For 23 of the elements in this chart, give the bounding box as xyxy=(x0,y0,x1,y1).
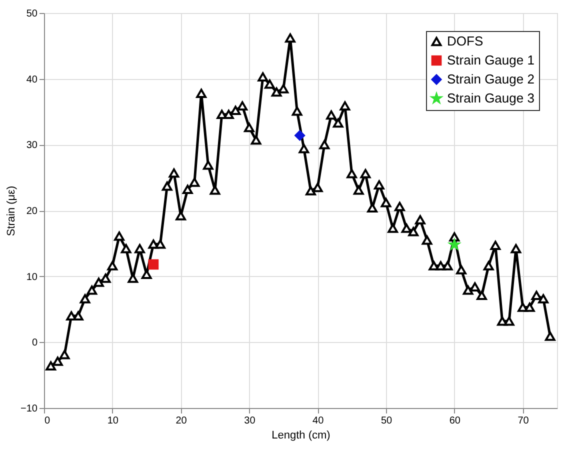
y-tick-label: 10 xyxy=(26,272,38,283)
y-axis-title: Strain (με) xyxy=(6,186,18,236)
y-tick-label: 50 xyxy=(26,8,38,20)
x-tick-label: 30 xyxy=(244,416,256,426)
y-tick-label: 40 xyxy=(26,74,38,86)
x-tick-label: 40 xyxy=(312,416,324,426)
y-tick-label: 30 xyxy=(26,140,38,152)
y-tick-label: 0 xyxy=(32,338,38,349)
x-tick-label: 50 xyxy=(380,416,392,426)
y-tick-label: 20 xyxy=(26,206,38,217)
y-tick-label: −10 xyxy=(20,404,38,414)
x-tick-label: 20 xyxy=(176,416,188,426)
x-axis-title: Length (cm) xyxy=(272,430,330,442)
point xyxy=(294,130,305,141)
legend-label: Strain Gauge 2 xyxy=(447,72,534,86)
legend-label: Strain Gauge 1 xyxy=(447,52,534,68)
x-tick-label: 10 xyxy=(107,416,119,426)
x-tick-label: 60 xyxy=(449,416,461,426)
point xyxy=(148,259,159,270)
x-tick-label: 0 xyxy=(44,416,50,426)
legend-label: DOFS xyxy=(447,34,484,48)
legend-label: Strain Gauge 3 xyxy=(447,90,534,106)
x-tick-label: 70 xyxy=(518,416,530,426)
